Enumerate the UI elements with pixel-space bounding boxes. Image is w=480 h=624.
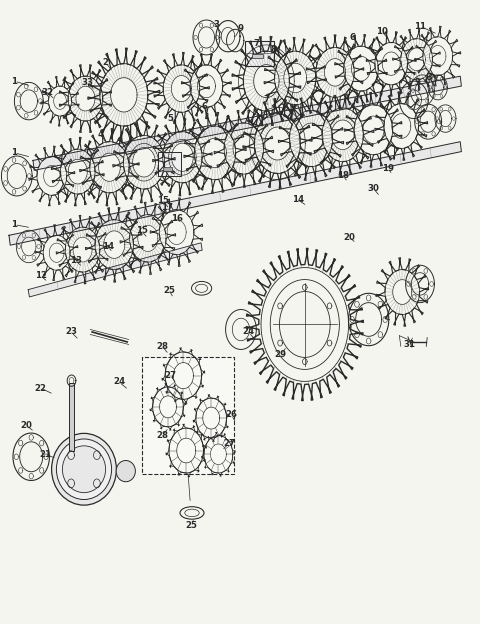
Text: 8: 8 [271,46,276,54]
Text: 3: 3 [213,21,219,29]
Text: 17: 17 [161,203,173,212]
Text: 10: 10 [376,27,387,36]
Text: 24: 24 [113,378,125,386]
Text: 1: 1 [12,220,17,229]
Bar [163,167,172,171]
Text: 5: 5 [168,114,173,123]
Bar [69,383,74,451]
Text: 7: 7 [264,95,269,104]
Text: 25: 25 [185,521,197,530]
Text: 30: 30 [368,184,379,193]
Text: 9: 9 [237,24,243,32]
Text: 2: 2 [103,58,108,67]
Text: 23: 23 [65,328,77,336]
Text: 22: 22 [35,384,47,392]
Text: 7: 7 [254,39,260,48]
Text: 4: 4 [98,130,104,139]
Text: 18: 18 [337,172,349,180]
Ellipse shape [62,446,106,493]
Ellipse shape [57,439,111,499]
Text: 14: 14 [102,242,114,251]
Text: 28: 28 [156,342,168,351]
Text: 20: 20 [21,421,32,430]
Text: 19: 19 [382,164,394,173]
Ellipse shape [51,433,117,505]
Text: 26: 26 [226,411,237,419]
Bar [158,152,181,176]
Text: 12: 12 [35,271,47,280]
Text: 31: 31 [403,340,415,349]
Bar [142,357,234,474]
Text: 20: 20 [344,233,355,241]
Bar [245,41,274,66]
Text: 21: 21 [39,450,52,459]
Polygon shape [28,243,202,297]
Text: 1: 1 [12,149,17,157]
Text: 11: 11 [414,22,426,31]
Bar [252,54,263,58]
Polygon shape [9,142,461,245]
Text: 32: 32 [41,88,53,97]
Text: 3: 3 [427,74,432,82]
Text: 15: 15 [157,197,169,205]
Text: 6: 6 [350,33,356,42]
Text: 29: 29 [275,350,287,359]
Text: 15: 15 [136,227,147,235]
Text: 24: 24 [242,328,255,336]
Text: 16: 16 [171,214,182,223]
Text: 6: 6 [201,102,207,110]
Text: 1: 1 [12,77,17,85]
Text: 28: 28 [156,431,168,440]
Text: 3: 3 [415,78,420,87]
Text: 13: 13 [70,256,82,265]
Text: 14: 14 [291,195,304,204]
Text: 27: 27 [164,371,177,380]
Text: 33: 33 [81,78,93,87]
Ellipse shape [116,461,135,482]
Text: 27: 27 [223,439,236,447]
Text: 25: 25 [163,286,175,295]
Polygon shape [33,76,461,170]
